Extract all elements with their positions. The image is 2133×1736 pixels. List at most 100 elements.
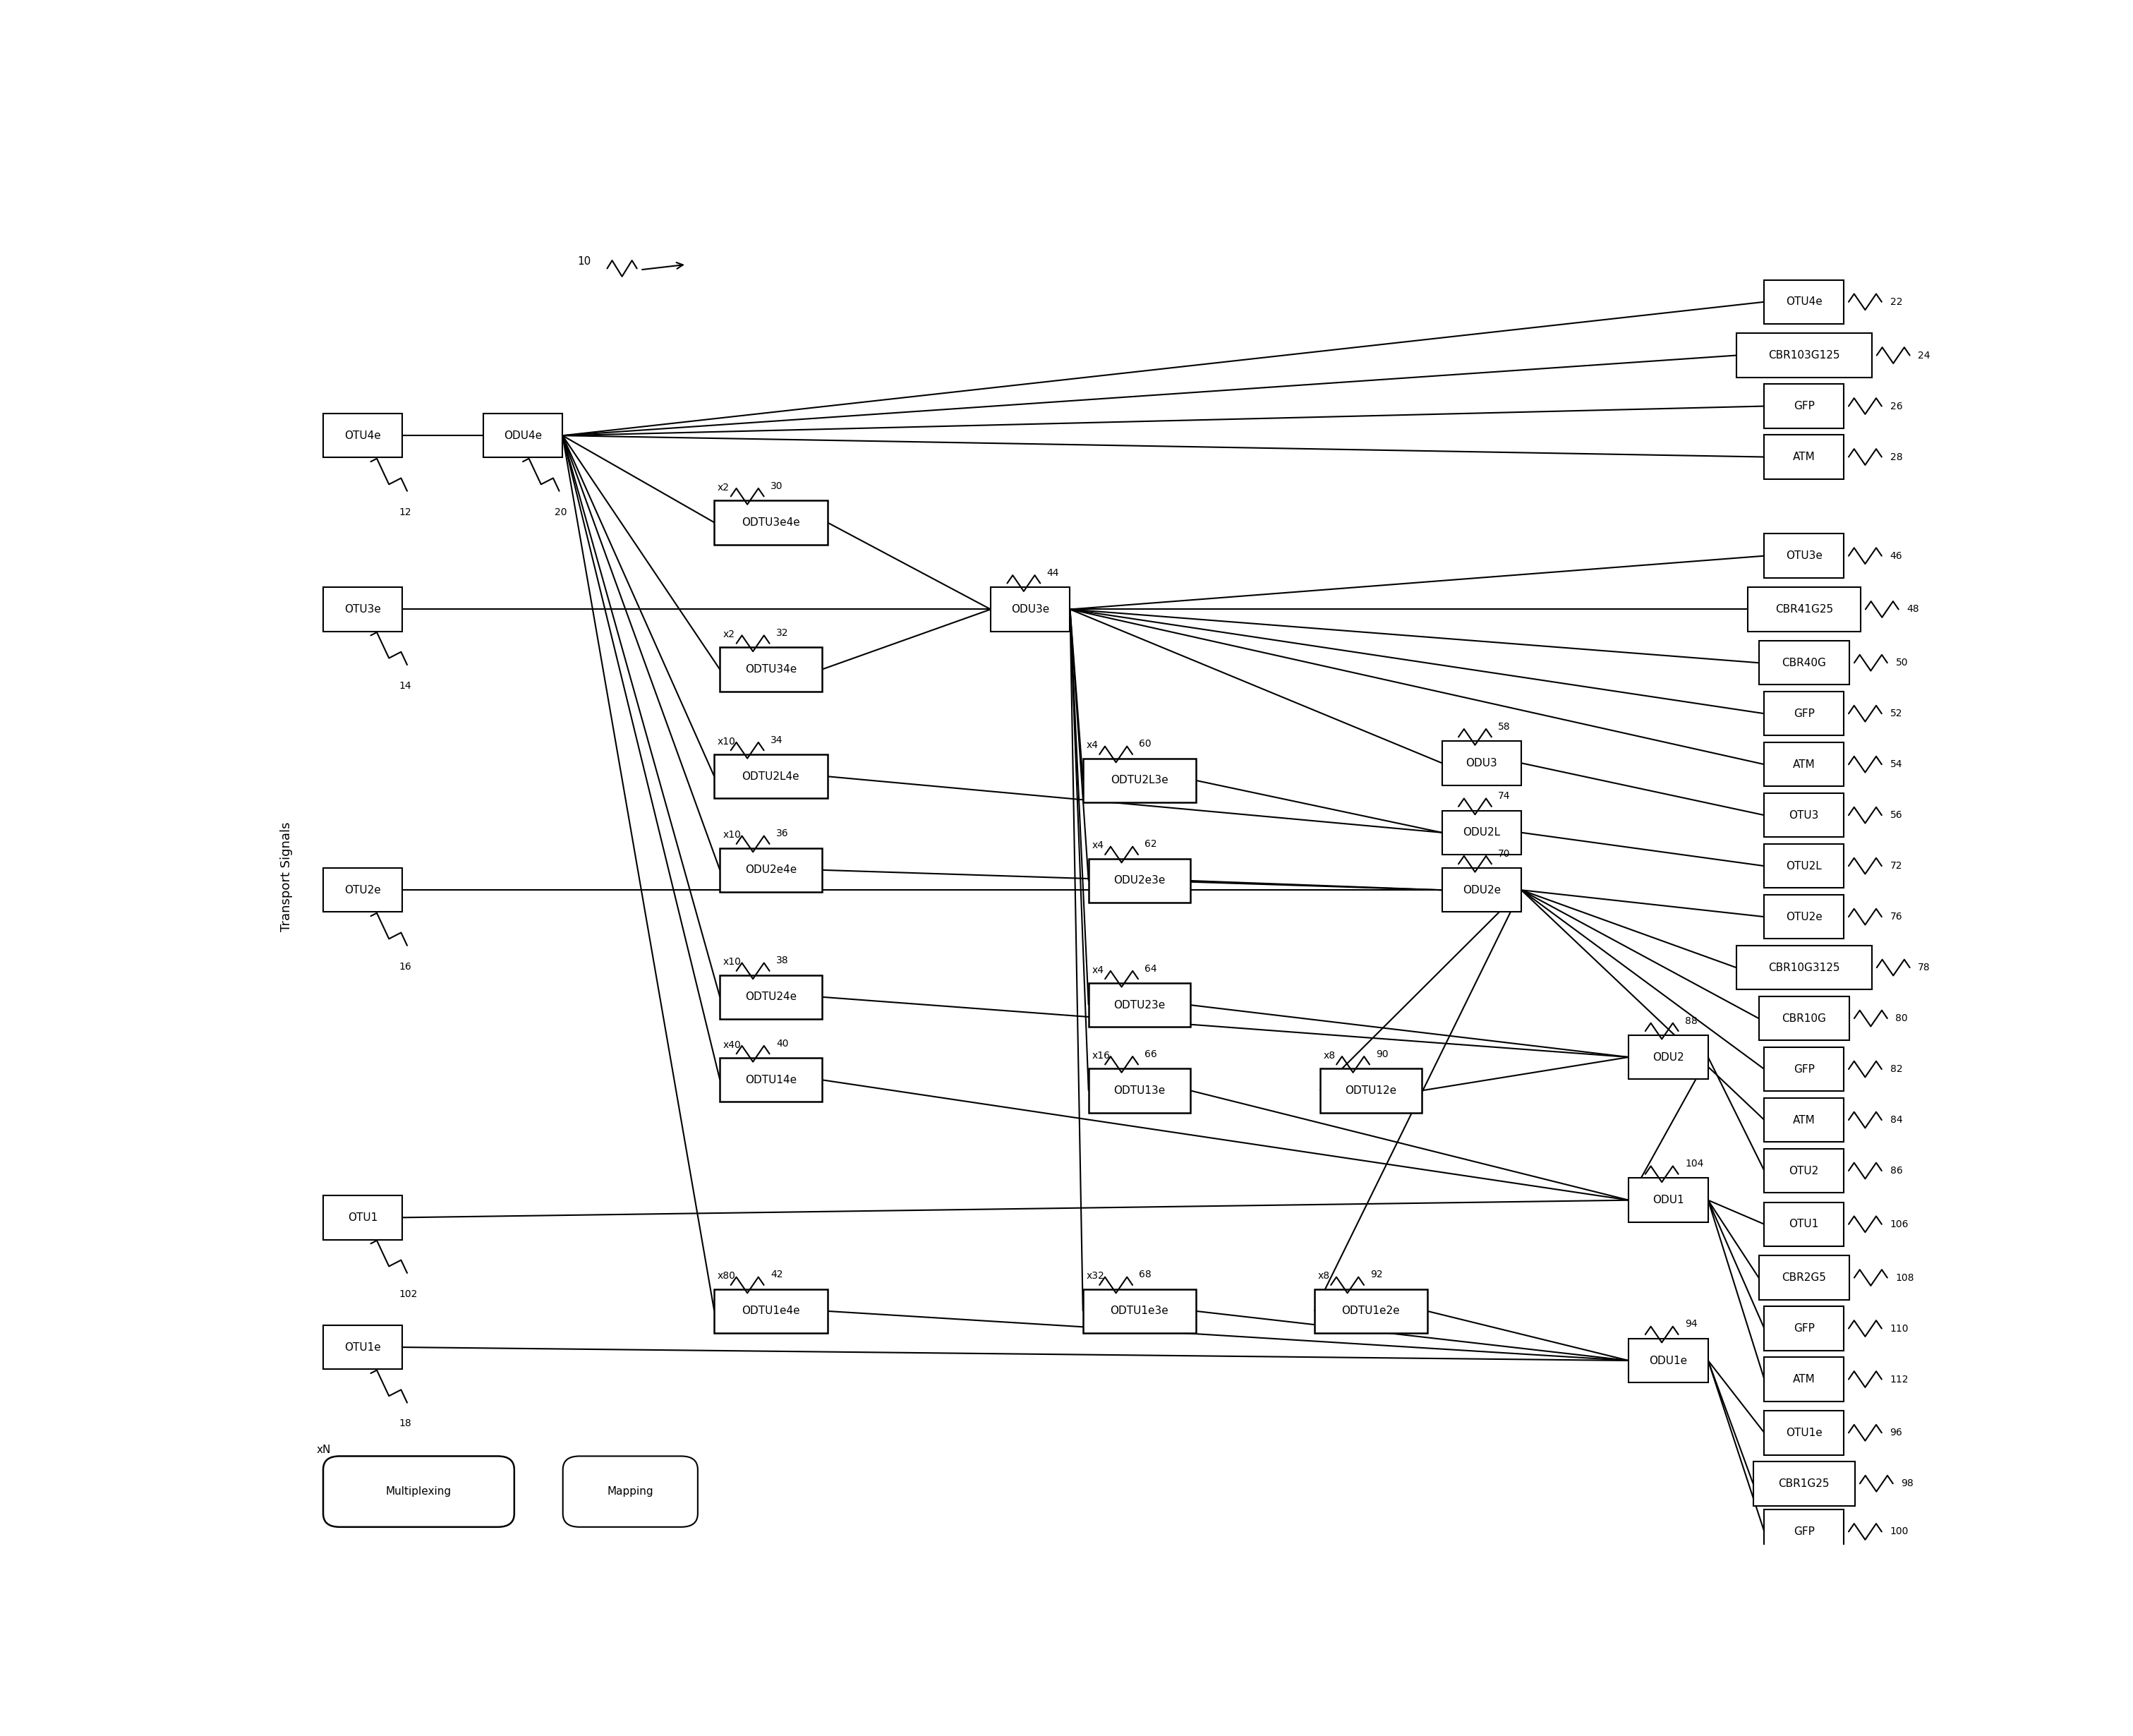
Text: 88: 88 <box>1685 1016 1698 1026</box>
Text: 112: 112 <box>1890 1375 1909 1384</box>
Text: x8: x8 <box>1318 1271 1329 1281</box>
FancyBboxPatch shape <box>721 1057 821 1102</box>
Text: x10: x10 <box>723 830 742 840</box>
Text: 18: 18 <box>399 1418 412 1429</box>
FancyBboxPatch shape <box>1753 1462 1856 1505</box>
Text: OTU1: OTU1 <box>1790 1219 1819 1229</box>
Text: ATM: ATM <box>1792 451 1815 462</box>
Text: 84: 84 <box>1890 1115 1903 1125</box>
Text: 56: 56 <box>1890 811 1903 819</box>
Text: 86: 86 <box>1890 1167 1903 1175</box>
Text: 28: 28 <box>1890 451 1903 462</box>
FancyBboxPatch shape <box>1764 1047 1843 1092</box>
Text: 76: 76 <box>1890 911 1903 922</box>
Text: 74: 74 <box>1497 792 1510 800</box>
Text: GFP: GFP <box>1794 1526 1815 1536</box>
FancyBboxPatch shape <box>1760 996 1849 1040</box>
FancyBboxPatch shape <box>1442 868 1521 911</box>
Text: 82: 82 <box>1890 1064 1903 1075</box>
Text: ODU2e3e: ODU2e3e <box>1113 875 1165 885</box>
Text: CBR2G5: CBR2G5 <box>1781 1272 1826 1283</box>
Text: 30: 30 <box>770 481 783 491</box>
Text: OTU1: OTU1 <box>348 1212 378 1222</box>
FancyBboxPatch shape <box>715 755 828 799</box>
FancyBboxPatch shape <box>1084 1290 1197 1333</box>
Text: CBR1G25: CBR1G25 <box>1779 1479 1830 1489</box>
Text: ODTU2L3e: ODTU2L3e <box>1111 776 1169 786</box>
FancyBboxPatch shape <box>322 587 403 632</box>
FancyBboxPatch shape <box>1764 894 1843 939</box>
Text: ODTU2L4e: ODTU2L4e <box>742 771 800 781</box>
Text: ODTU3e4e: ODTU3e4e <box>742 517 800 528</box>
Text: 66: 66 <box>1145 1049 1158 1059</box>
Text: x2: x2 <box>717 483 729 493</box>
Text: OTU3e: OTU3e <box>343 604 382 615</box>
Text: OTU2: OTU2 <box>1790 1165 1819 1175</box>
Text: 34: 34 <box>770 734 783 745</box>
Text: 60: 60 <box>1139 740 1152 748</box>
Text: GFP: GFP <box>1794 708 1815 719</box>
FancyBboxPatch shape <box>1442 811 1521 854</box>
Text: ODTU1e3e: ODTU1e3e <box>1111 1305 1169 1316</box>
Text: OTU3: OTU3 <box>1790 811 1819 821</box>
Text: ODU4e: ODU4e <box>503 431 542 441</box>
Text: 36: 36 <box>776 828 789 838</box>
FancyBboxPatch shape <box>1764 384 1843 429</box>
Text: x10: x10 <box>723 957 742 967</box>
Text: 54: 54 <box>1890 759 1903 769</box>
FancyBboxPatch shape <box>990 587 1071 632</box>
FancyBboxPatch shape <box>322 413 403 458</box>
Text: OTU2e: OTU2e <box>343 885 382 896</box>
FancyBboxPatch shape <box>1088 859 1190 903</box>
Text: 50: 50 <box>1896 658 1907 668</box>
FancyBboxPatch shape <box>322 868 403 911</box>
Text: x10: x10 <box>717 736 736 746</box>
Text: ODU1e: ODU1e <box>1649 1356 1687 1366</box>
FancyBboxPatch shape <box>1764 1097 1843 1142</box>
Text: OTU2L: OTU2L <box>1785 861 1822 871</box>
Text: 32: 32 <box>776 628 789 639</box>
FancyBboxPatch shape <box>1764 1510 1843 1554</box>
FancyBboxPatch shape <box>1320 1068 1423 1113</box>
FancyBboxPatch shape <box>1764 743 1843 786</box>
Text: ODU3: ODU3 <box>1465 759 1497 769</box>
Text: GFP: GFP <box>1794 1064 1815 1075</box>
Text: ODU2: ODU2 <box>1653 1052 1685 1062</box>
Text: 52: 52 <box>1890 708 1903 719</box>
Text: 80: 80 <box>1896 1014 1909 1023</box>
Text: 102: 102 <box>399 1290 418 1299</box>
Text: 78: 78 <box>1918 963 1930 972</box>
Text: ODTU14e: ODTU14e <box>744 1075 796 1085</box>
FancyBboxPatch shape <box>1764 533 1843 578</box>
Text: ATM: ATM <box>1792 1373 1815 1385</box>
Text: 100: 100 <box>1890 1526 1909 1536</box>
Text: 14: 14 <box>399 681 412 691</box>
Text: OTU2e: OTU2e <box>1785 911 1822 922</box>
FancyBboxPatch shape <box>1760 1255 1849 1300</box>
Text: 22: 22 <box>1890 297 1903 307</box>
Text: 16: 16 <box>399 962 412 972</box>
FancyBboxPatch shape <box>322 1196 403 1240</box>
Text: x40: x40 <box>723 1040 742 1050</box>
FancyBboxPatch shape <box>1760 641 1849 686</box>
FancyBboxPatch shape <box>1764 279 1843 325</box>
Text: 108: 108 <box>1896 1272 1913 1283</box>
FancyBboxPatch shape <box>324 1457 514 1528</box>
FancyBboxPatch shape <box>1736 333 1873 377</box>
FancyBboxPatch shape <box>1764 844 1843 889</box>
Text: ODTU34e: ODTU34e <box>744 665 796 675</box>
Text: CBR40G: CBR40G <box>1781 658 1826 668</box>
Text: GFP: GFP <box>1794 1323 1815 1333</box>
Text: ODU2e4e: ODU2e4e <box>744 865 796 875</box>
Text: x8: x8 <box>1322 1050 1335 1061</box>
FancyBboxPatch shape <box>1084 759 1197 802</box>
Text: OTU4e: OTU4e <box>343 431 382 441</box>
Text: OTU1e: OTU1e <box>343 1342 382 1352</box>
Text: ODTU12e: ODTU12e <box>1346 1085 1397 1095</box>
Text: CBR10G: CBR10G <box>1781 1014 1826 1024</box>
Text: ODTU24e: ODTU24e <box>744 991 796 1002</box>
FancyBboxPatch shape <box>715 500 828 545</box>
Text: Multiplexing: Multiplexing <box>386 1486 452 1496</box>
Text: 24: 24 <box>1918 351 1930 361</box>
Text: CBR103G125: CBR103G125 <box>1768 351 1841 361</box>
